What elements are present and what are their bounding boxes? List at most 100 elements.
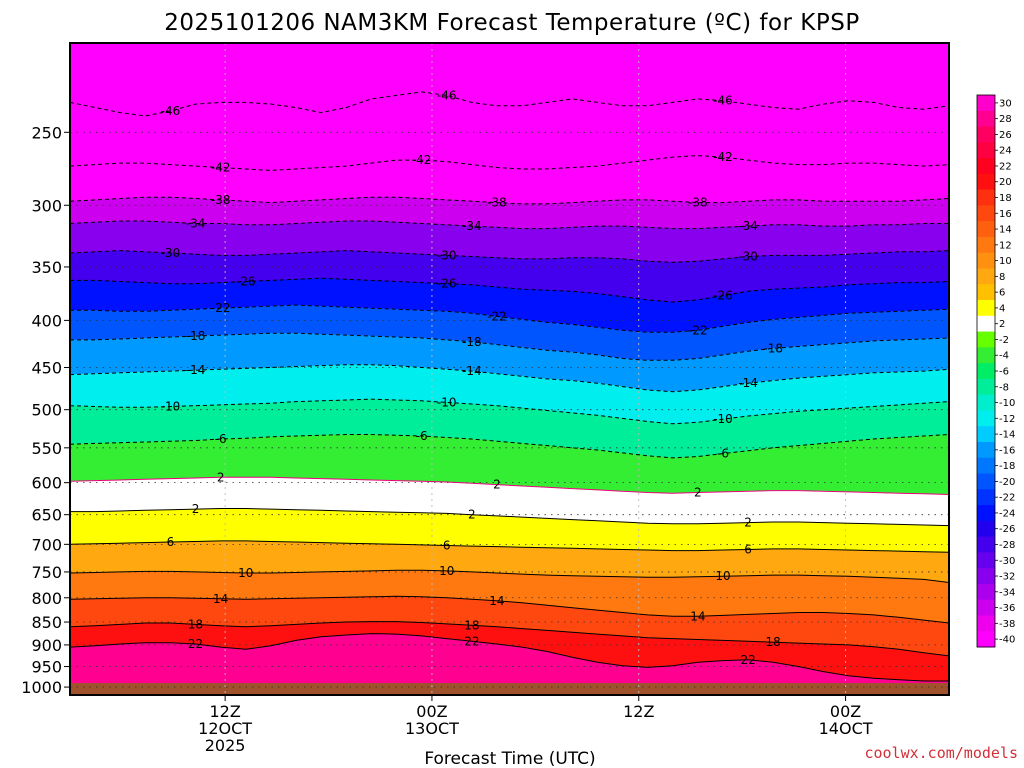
isotherm-label: -14 — [462, 364, 482, 378]
colorbar-swatch — [977, 110, 995, 128]
isotherm-label: -34 — [186, 217, 206, 231]
isotherm-label: 18 — [188, 617, 203, 631]
y-tick-label: 250 — [31, 123, 62, 142]
isotherm-label: 2 — [694, 486, 702, 500]
isotherm-line — [70, 633, 949, 682]
isotherm-label: 18 — [464, 618, 479, 632]
colorbar-swatch — [977, 552, 995, 569]
colorbar-swatch — [977, 378, 995, 396]
isotherm-line — [70, 476, 949, 495]
isotherm-label: -38 — [688, 196, 708, 210]
colorbar-label: -40 — [999, 635, 1015, 646]
colorbar-swatch — [977, 95, 995, 112]
isotherm-label: 14 — [690, 609, 705, 623]
colorbar-swatch — [977, 615, 995, 632]
colorbar-label: -4 — [999, 351, 1009, 362]
colorbar-swatch — [977, 410, 995, 427]
isotherm-label: 22 — [188, 637, 203, 651]
y-tick-label: 550 — [31, 439, 62, 458]
credit-text: coolwx.com/models — [864, 744, 1018, 762]
isotherm-label: -10 — [437, 395, 457, 409]
isotherm-line — [70, 508, 949, 527]
isotherm-label: -14 — [186, 363, 206, 377]
isotherm-label: -22 — [487, 309, 507, 323]
colorbar-swatch — [977, 426, 995, 443]
colorbar-swatch — [977, 568, 995, 585]
isotherm-label: -26 — [713, 289, 733, 303]
colorbar-label: -16 — [999, 445, 1015, 456]
colorbar-label: -18 — [999, 461, 1015, 472]
colorbar-label: -28 — [999, 540, 1015, 551]
isotherm-label: -10 — [161, 399, 181, 413]
colorbar-swatch — [977, 268, 995, 285]
isotherm-label: -26 — [236, 275, 256, 289]
isotherm-label: 10 — [238, 566, 253, 580]
isotherm-label: 2 — [493, 478, 501, 492]
y-tick-label: 1000 — [21, 678, 62, 697]
colorbar-swatch — [977, 300, 995, 317]
colorbar-label: 2 — [999, 319, 1005, 330]
colorbar-label: 22 — [999, 161, 1012, 172]
isotherm-label: 10 — [439, 564, 454, 578]
colorbar-swatch — [977, 347, 995, 364]
isotherm-label: -18 — [763, 341, 783, 355]
isotherm-label: 6 — [744, 542, 752, 556]
colorbar-label: -38 — [999, 619, 1015, 630]
isotherm-label: -34 — [738, 219, 758, 233]
colorbar-swatch — [977, 126, 995, 143]
colorbar: 30 28 26 24 22 20 18 16 14 12 10 8 6 4 2 -2 -4 -6 -8 -10 -12… — [976, 94, 1015, 648]
isotherm-label: -30 — [161, 246, 181, 260]
colorbar-swatch — [977, 284, 995, 301]
isotherm-label: 2 — [468, 508, 476, 522]
colorbar-swatch — [977, 158, 995, 175]
isotherm-line — [70, 540, 949, 553]
colorbar-swatch — [977, 583, 995, 601]
x-tick-label: 13OCT — [405, 719, 459, 738]
y-tick-label: 350 — [31, 258, 62, 277]
y-tick-label: 950 — [31, 658, 62, 677]
isotherm-label: 22 — [464, 634, 479, 648]
y-tick-label: 650 — [31, 506, 62, 525]
colorbar-label: -12 — [999, 414, 1015, 425]
isotherm-label: 18 — [766, 635, 781, 649]
isotherm-label: -42 — [713, 150, 733, 164]
colorbar-swatch — [977, 631, 995, 648]
x-tick-label: 14OCT — [819, 719, 873, 738]
isotherm-label: -22 — [688, 323, 708, 337]
colorbar-label: -22 — [999, 493, 1015, 504]
colorbar-swatch — [977, 363, 995, 380]
colorbar-swatch — [977, 520, 995, 538]
colorbar-swatch — [977, 331, 995, 348]
colorbar-label: -2 — [999, 335, 1009, 346]
colorbar-label: -14 — [999, 430, 1015, 441]
isotherm-label: 10 — [715, 569, 730, 583]
colorbar-swatch — [977, 457, 995, 475]
isotherm-label: -10 — [713, 412, 733, 426]
colorbar-swatch — [977, 189, 995, 206]
isotherm-line — [70, 569, 949, 583]
isotherm-label: 22 — [740, 653, 755, 667]
colorbar-label: -6 — [999, 367, 1009, 378]
y-tick-label: 800 — [31, 589, 62, 608]
below-ground-area — [70, 683, 949, 695]
colorbar-label: 6 — [999, 288, 1005, 299]
x-tick-label: 00Z — [416, 702, 447, 721]
y-tick-label: 450 — [31, 359, 62, 378]
isotherm-label: -38 — [487, 196, 507, 210]
colorbar-swatch — [977, 315, 995, 333]
colorbar-label: -10 — [999, 398, 1015, 409]
y-axis: 250 300 350 400 450 500 550 600 650 700 750 800 850 9… — [21, 123, 70, 697]
colorbar-swatch — [977, 221, 995, 238]
isotherm-line — [70, 621, 949, 657]
isotherm-label: -6 — [717, 447, 729, 461]
colorbar-label: 18 — [999, 193, 1012, 204]
isotherm-line — [70, 91, 949, 117]
isotherm-label: -30 — [738, 250, 758, 264]
isotherm-label: -38 — [211, 193, 231, 207]
colorbar-label: -8 — [999, 382, 1009, 393]
colorbar-swatch — [977, 599, 995, 616]
isotherm-contours — [70, 91, 949, 682]
y-tick-label: 400 — [31, 311, 62, 330]
isotherm-label: 2 — [192, 502, 200, 516]
isotherm-label: -46 — [437, 88, 457, 102]
